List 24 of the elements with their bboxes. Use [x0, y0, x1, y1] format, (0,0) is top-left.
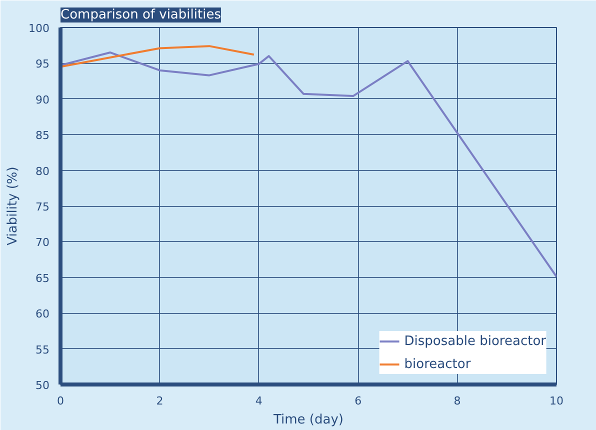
y-tick-label: 100 [28, 22, 50, 35]
y-tick-label: 50 [36, 379, 50, 392]
y-tick-label: 90 [36, 93, 50, 106]
y-tick-label: 95 [36, 58, 50, 71]
x-tick-label: 10 [550, 394, 564, 408]
x-tick-label: 4 [255, 394, 262, 408]
y-tick-label: 55 [36, 343, 50, 356]
legend-label: Disposable bioreactor [404, 334, 546, 348]
x-tick-label: 0 [57, 394, 64, 408]
y-tick-label: 70 [36, 236, 50, 250]
y-tick-label: 75 [36, 200, 50, 214]
legend-label: bioreactor [404, 356, 471, 372]
y-tick-label: 60 [36, 308, 50, 321]
x-axis-title: Time (day) [272, 412, 344, 428]
x-tick-label: 2 [156, 394, 164, 408]
line-series [60, 45, 255, 68]
y-tick-label: 65 [36, 272, 50, 285]
x-tick-label: 8 [454, 394, 461, 408]
chart-title: Comparison of viabilities [60, 8, 222, 22]
line-series [60, 51, 556, 278]
y-tick-label: 80 [36, 164, 50, 178]
y-tick-label: 85 [36, 129, 50, 142]
x-tick-label: 6 [354, 394, 362, 408]
y-axis-title: Viability (%) [6, 166, 21, 246]
